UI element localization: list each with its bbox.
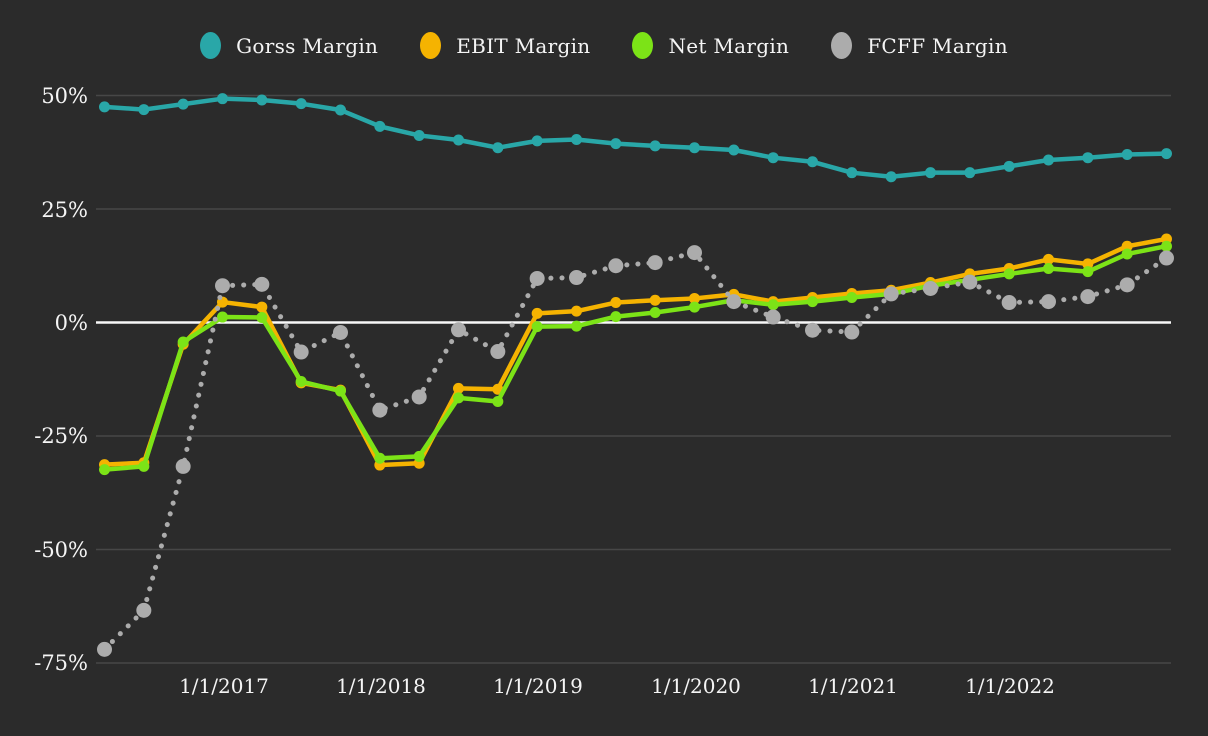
y-axis-tick-50: 50%: [41, 84, 88, 108]
y-axis-tick-n25: -25%: [34, 424, 88, 448]
chart-legend: Gorss Margin EBIT Margin Net Margin FCFF…: [0, 32, 1208, 59]
legend-label-fcff-margin: FCFF Margin: [867, 33, 1008, 58]
legend-label-gross-margin: Gorss Margin: [236, 33, 379, 58]
y-axis-tick-0: 0%: [54, 311, 88, 335]
x-axis-tick-2017: 1/1/2017: [179, 674, 269, 698]
legend-item-gross-margin[interactable]: Gorss Margin: [200, 32, 378, 59]
legend-item-fcff-margin[interactable]: FCFF Margin: [831, 32, 1008, 59]
x-axis-tick-2021: 1/1/2021: [808, 674, 898, 698]
x-axis-tick-2020: 1/1/2020: [651, 674, 741, 698]
ebit-margin-legend-dot-icon: [420, 32, 442, 59]
x-axis-tick-2022: 1/1/2022: [965, 674, 1055, 698]
y-axis-tick-25: 25%: [41, 198, 88, 222]
legend-label-net-margin: Net Margin: [668, 33, 790, 58]
y-axis-tick-n50: -50%: [34, 538, 88, 562]
x-axis-tick-2019: 1/1/2019: [493, 674, 583, 698]
x-axis-tick-2018: 1/1/2018: [336, 674, 426, 698]
net-margin-legend-dot-icon: [632, 32, 654, 59]
fcff-margin-legend-dot-icon: [831, 32, 853, 59]
gross-margin-legend-dot-icon: [200, 32, 222, 59]
legend-item-ebit-margin[interactable]: EBIT Margin: [420, 32, 590, 59]
legend-item-net-margin[interactable]: Net Margin: [632, 32, 789, 59]
legend-label-ebit-margin: EBIT Margin: [456, 33, 591, 58]
y-axis-tick-n75: -75%: [34, 651, 88, 675]
